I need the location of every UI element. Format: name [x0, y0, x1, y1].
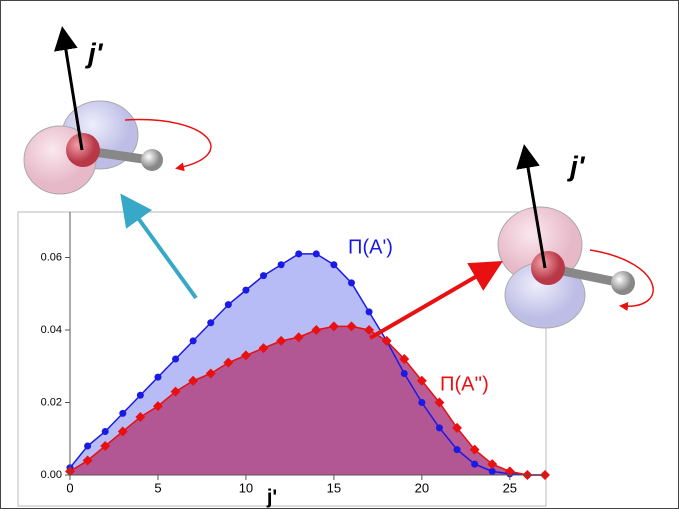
point: [400, 370, 408, 377]
x-tick-label: 5: [154, 480, 161, 495]
point: [328, 321, 339, 332]
line: [69, 253, 545, 476]
point: [452, 422, 462, 433]
point: [435, 424, 443, 432]
point: [276, 335, 287, 346]
area: [70, 326, 545, 475]
point: [311, 325, 322, 335]
point: [487, 459, 498, 470]
point: [381, 335, 392, 346]
x-tick-label: 20: [415, 480, 429, 495]
point: [504, 466, 515, 477]
y-tick-label: 0.00: [41, 469, 62, 481]
arrow: [120, 193, 198, 300]
point: [312, 250, 320, 258]
x-tick-label: 10: [239, 480, 253, 495]
point: [189, 337, 197, 345]
x-tick-label: 0: [66, 480, 73, 495]
point: [346, 321, 357, 332]
point: [416, 375, 427, 386]
point: [364, 325, 375, 335]
line: [69, 325, 545, 476]
x-tick-label: 15: [327, 480, 341, 495]
point: [469, 444, 480, 455]
point: [207, 319, 215, 327]
point: [224, 301, 232, 309]
plot-area: Π(A') Π(A'') 0.00 0.02 0.04 0.06 0 5 10 15 20 25: [41, 212, 550, 495]
point: [135, 412, 146, 422]
point: [170, 386, 181, 397]
point: [277, 261, 285, 269]
y-tick-label: 0.04: [41, 324, 62, 336]
annotation: j': [566, 150, 586, 181]
point: [188, 375, 199, 386]
point: [153, 401, 163, 412]
plot-frame: [17, 211, 547, 507]
point: [418, 399, 426, 406]
point: [223, 357, 234, 368]
point: [330, 261, 338, 269]
y-tick-label: 0.06: [41, 251, 62, 263]
point: [136, 391, 144, 399]
annotation: j': [84, 37, 104, 68]
point: [365, 308, 373, 316]
point: [154, 373, 162, 381]
point: [240, 350, 251, 361]
y-tick-label: 0.02: [41, 396, 62, 408]
molecule-illustration: [23, 26, 212, 195]
point: [205, 368, 216, 379]
molecule-illustration: [497, 144, 654, 329]
point: [101, 428, 109, 435]
point: [453, 446, 461, 454]
arrow: [368, 260, 503, 340]
point: [399, 354, 410, 364]
point: [488, 467, 496, 475]
point: [119, 409, 127, 417]
point: [258, 343, 269, 354]
series-label: Π(A''): [440, 373, 489, 395]
point: [471, 460, 479, 468]
point: [260, 272, 268, 280]
series-label: Π(A'): [348, 236, 393, 258]
x-axis-label: j': [266, 486, 277, 508]
point: [242, 286, 250, 294]
x-tick-label: 25: [503, 480, 517, 495]
point: [293, 332, 304, 343]
point: [434, 397, 445, 408]
point: [347, 279, 355, 287]
point: [172, 355, 180, 363]
point: [295, 250, 303, 258]
point: [84, 442, 92, 450]
